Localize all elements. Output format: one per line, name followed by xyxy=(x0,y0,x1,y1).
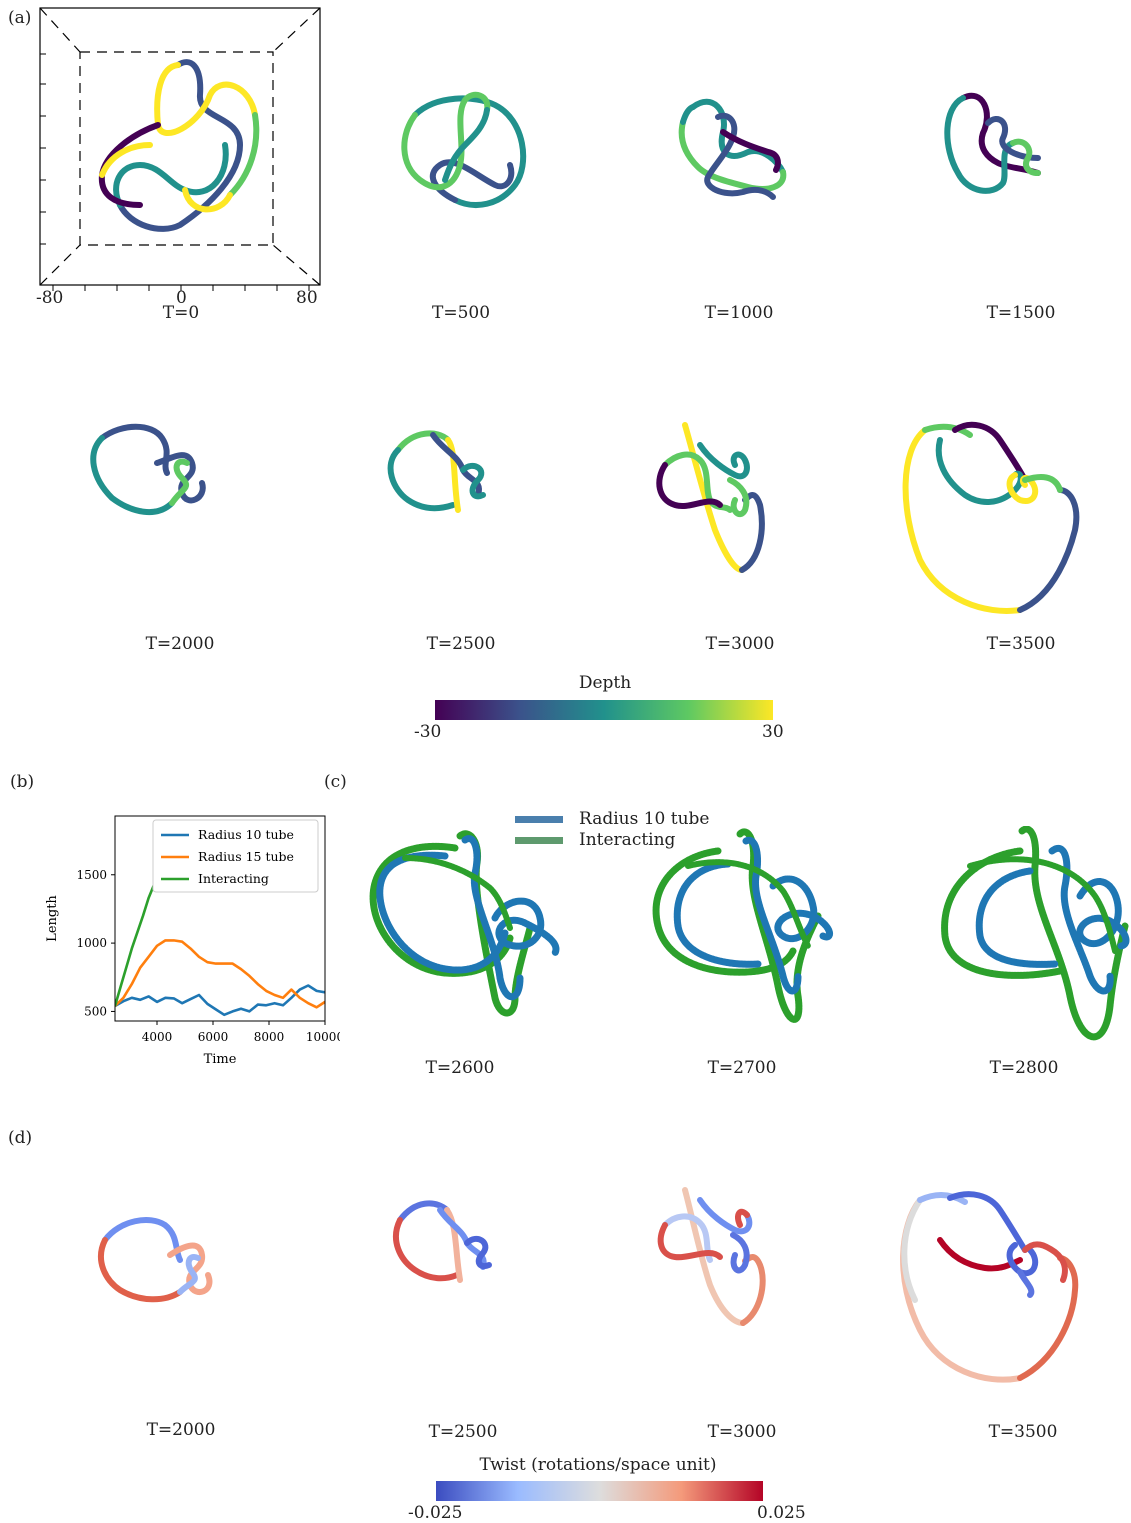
depth-colorbar xyxy=(435,700,773,720)
twist-label-t3500: T=3500 xyxy=(988,1422,1058,1442)
knot-t3500 xyxy=(902,421,1080,614)
knot-t500 xyxy=(401,91,527,208)
x-tick-label: 4000 xyxy=(142,1030,173,1044)
twist-knot-t2500 xyxy=(393,1200,492,1283)
panel-label-a: (a) xyxy=(8,8,32,28)
axis-tick-80: 80 xyxy=(296,288,318,308)
y-tick-label: 500 xyxy=(84,1004,107,1018)
twist-colorbar-title: Twist (rotations/space unit) xyxy=(479,1455,717,1475)
length-vs-time-chart: 4000 6000 8000 10000 500 1000 1500 Time Length Ra… xyxy=(45,815,340,1067)
knot-t1000 xyxy=(678,98,787,200)
x-axis-label: Time xyxy=(204,1052,237,1067)
x-tick-label: 8000 xyxy=(254,1030,285,1044)
twist-knot-t3000 xyxy=(657,1187,766,1326)
y-tick-label: 1500 xyxy=(76,868,107,882)
label-t2500: T=2500 xyxy=(426,634,496,654)
knot-t2700 xyxy=(652,828,833,1023)
axis-tick-neg80: -80 xyxy=(36,288,64,308)
knot-t2800 xyxy=(941,826,1130,1041)
legend-label-0: Radius 10 tube xyxy=(198,827,294,842)
panel-c-legend: Radius 10 tube Interacting xyxy=(515,809,709,851)
legend-label-1: Radius 15 tube xyxy=(198,849,294,864)
twist-knot-t3500 xyxy=(900,1191,1079,1383)
legend-item-interacting: Interacting xyxy=(515,830,709,851)
knot-t2600 xyxy=(369,830,560,1017)
knot-t0 xyxy=(98,59,260,232)
depth-colorbar-max: 30 xyxy=(762,722,784,742)
series-line-0 xyxy=(115,984,325,1017)
series-line-1 xyxy=(115,939,325,1009)
label-t1500: T=1500 xyxy=(986,303,1056,323)
label-t1000: T=1000 xyxy=(704,303,774,323)
knot-t2500 xyxy=(387,430,486,513)
twist-knot-t2000 xyxy=(98,1217,213,1303)
legend-box xyxy=(152,819,319,893)
label-t2000: T=2000 xyxy=(145,634,215,654)
label-t2800: T=2800 xyxy=(989,1058,1059,1078)
x-tick-label: 10000 xyxy=(306,1030,340,1044)
panel-label-b: (b) xyxy=(10,772,35,792)
twist-label-t3000: T=3000 xyxy=(707,1422,777,1442)
x-tick-label: 6000 xyxy=(198,1030,229,1044)
twist-label-t2000: T=2000 xyxy=(146,1420,216,1440)
label-t3500: T=3500 xyxy=(986,634,1056,654)
legend-item-radius10: Radius 10 tube xyxy=(515,809,709,830)
label-t2600: T=2600 xyxy=(425,1058,495,1078)
knot-t1500 xyxy=(944,92,1041,194)
depth-colorbar-min: -30 xyxy=(414,722,442,742)
panel-label-d: (d) xyxy=(8,1128,33,1148)
knot-t3000 xyxy=(656,422,765,573)
plot-frame xyxy=(114,815,326,1022)
twist-colorbar xyxy=(436,1481,763,1501)
legend-label-2: Interacting xyxy=(198,871,269,886)
label-t2700: T=2700 xyxy=(707,1058,777,1078)
label-t0: T=0 xyxy=(162,303,200,323)
depth-colorbar-title: Depth xyxy=(578,673,632,693)
knot-t2000 xyxy=(90,423,206,516)
axis-tick-0: 0 xyxy=(176,288,187,308)
twist-colorbar-max: 0.025 xyxy=(757,1503,806,1523)
label-t3000: T=3000 xyxy=(705,634,775,654)
panel-label-c: (c) xyxy=(324,772,347,792)
label-t500: T=500 xyxy=(431,303,491,323)
y-axis-label: Length xyxy=(45,895,60,942)
depth-frame-box xyxy=(39,7,321,291)
twist-label-t2500: T=2500 xyxy=(428,1422,498,1442)
y-tick-label: 1000 xyxy=(76,936,107,950)
twist-colorbar-min: -0.025 xyxy=(408,1503,463,1523)
